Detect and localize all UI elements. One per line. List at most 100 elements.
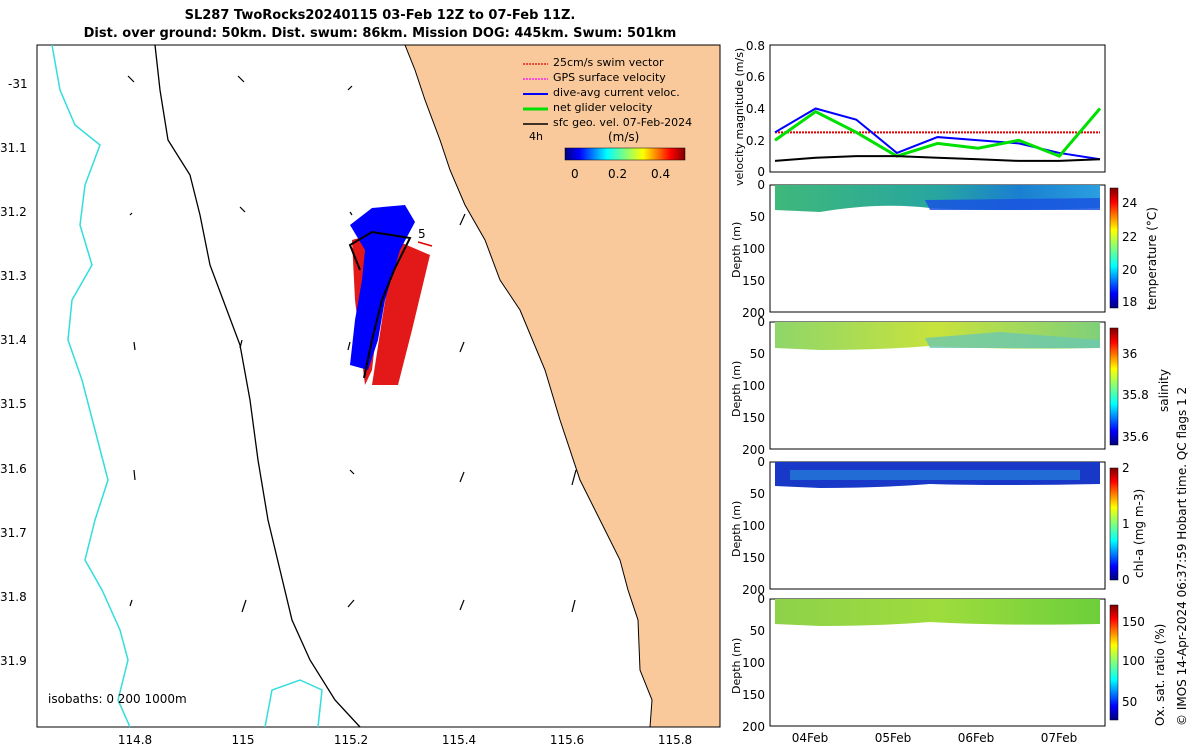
imos-credit: © IMOS 14-Apr-2024 06:37:59 Hobart time.…: [1175, 387, 1189, 726]
svg-text:0.4: 0.4: [746, 102, 765, 116]
svg-text:0: 0: [757, 592, 765, 606]
svg-text:115.2: 115.2: [334, 733, 368, 747]
legend-swim: 25cm/s swim vector: [553, 56, 664, 69]
svg-text:200: 200: [742, 306, 765, 320]
svg-text:100: 100: [742, 379, 765, 393]
salinity-panel: 0 50 100 150 200 35.6 35.8 36 Depth (m) salini…: [730, 315, 1171, 457]
svg-text:0: 0: [757, 178, 765, 192]
svg-text:31.9: 31.9: [0, 654, 27, 668]
map-legend: 25cm/s swim vector GPS surface velocity …: [523, 56, 692, 181]
svg-text:0: 0: [757, 165, 765, 179]
svg-text:31.4: 31.4: [0, 333, 27, 347]
svg-text:50: 50: [750, 347, 765, 361]
cbar-tick-2: 0.4: [651, 167, 670, 181]
legend-current: dive-avg current veloc.: [553, 86, 680, 99]
legend-net: net glider velocity: [553, 101, 653, 114]
land-mass: [404, 44, 721, 728]
svg-text:31.1: 31.1: [0, 141, 27, 155]
colorbar-unit: (m/s): [608, 130, 639, 144]
svg-text:2: 2: [1122, 461, 1130, 475]
svg-text:04Feb: 04Feb: [792, 731, 829, 745]
svg-text:temperature (°C): temperature (°C): [1145, 207, 1159, 310]
temperature-panel: 0 50 100 150 200 18 20 22 24 Depth (m) temperat…: [730, 178, 1159, 320]
svg-text:115.4: 115.4: [442, 733, 476, 747]
svg-text:0.8: 0.8: [746, 39, 765, 53]
svg-text:50: 50: [1122, 695, 1137, 709]
svg-text:31.7: 31.7: [0, 526, 27, 540]
svg-text:0.2: 0.2: [746, 134, 765, 148]
svg-text:Depth (m): Depth (m): [730, 501, 743, 557]
svg-text:150: 150: [742, 551, 765, 565]
isobath-1000m-b: [264, 679, 323, 728]
cbar-tick-0: 0: [571, 167, 579, 181]
svg-text:50: 50: [750, 487, 765, 501]
svg-text:05Feb: 05Feb: [875, 731, 912, 745]
svg-text:50: 50: [750, 210, 765, 224]
legend-geo: sfc geo. vel. 07-Feb-2024: [553, 116, 692, 129]
svg-text:115.8: 115.8: [658, 733, 692, 747]
svg-text:07Feb: 07Feb: [1041, 731, 1078, 745]
isobaths-label: isobaths: 0 200 1000m: [48, 692, 187, 706]
svg-text:31.6: 31.6: [0, 462, 27, 476]
svg-text:-31: -31: [8, 77, 28, 91]
isobath-200m: [154, 44, 361, 728]
isobath-1000m: [51, 44, 131, 728]
svg-text:Depth (m): Depth (m): [730, 638, 743, 694]
svg-text:Depth (m): Depth (m): [730, 222, 743, 278]
cbar-tick-1: 0.2: [608, 167, 627, 181]
velocity-series: [774, 107, 1102, 162]
svg-text:150: 150: [742, 274, 765, 288]
svg-text:Ox. sat. ratio (%): Ox. sat. ratio (%): [1153, 624, 1167, 726]
map-panel: 5 25cm/s swim vector GPS surface velocit…: [0, 44, 721, 747]
svg-text:0.6: 0.6: [746, 70, 765, 84]
lon-ticks: 114.8 115 115.2 115.4 115.6 115.8: [118, 733, 692, 747]
speed-colorbar: [564, 147, 686, 161]
current-vectors: [350, 205, 415, 370]
time-xticks: 04Feb 05Feb 06Feb 07Feb: [792, 731, 1078, 745]
svg-text:31.2: 31.2: [0, 205, 27, 219]
svg-text:150: 150: [1122, 615, 1145, 629]
chlorophyll-panel: 0 50 100 150 200 0 1 2 Depth (m) chl-a (mg m-3…: [730, 455, 1146, 597]
svg-text:31.8: 31.8: [0, 590, 27, 604]
svg-text:114.8: 114.8: [118, 733, 152, 747]
svg-text:115: 115: [232, 733, 255, 747]
svg-text:200: 200: [742, 720, 765, 734]
svg-text:18: 18: [1122, 295, 1137, 309]
lat-ticks: -31 31.1 31.2 31.3 31.4 31.5 31.6 31.7 3…: [0, 77, 28, 668]
glider-track: 5: [348, 205, 433, 385]
svg-text:0: 0: [1122, 573, 1130, 587]
svg-text:31.5: 31.5: [0, 397, 27, 411]
svg-text:50: 50: [750, 624, 765, 638]
svg-text:20: 20: [1122, 263, 1137, 277]
velocity-panel: 0 0.2 0.4 0.6 0.8 velocity magnitude (m/…: [733, 39, 1106, 186]
svg-text:100: 100: [742, 519, 765, 533]
oxygen-panel: 0 50 100 150 200 50 100 150 Depth (m) Ox. sat.…: [730, 592, 1167, 745]
track-line: [348, 230, 412, 379]
svg-text:150: 150: [742, 688, 765, 702]
svg-text:06Feb: 06Feb: [958, 731, 995, 745]
svg-text:35.8: 35.8: [1122, 388, 1149, 402]
day-marker: 5: [418, 227, 426, 241]
velocity-series-2: [774, 107, 1102, 158]
svg-text:chl-a (mg m-3): chl-a (mg m-3): [1132, 489, 1146, 578]
plot-title-line2: Dist. over ground: 50km. Dist. swum: 86k…: [83, 26, 677, 41]
velocity-yticks: 0 0.2 0.4 0.6 0.8: [746, 39, 765, 179]
svg-text:31.3: 31.3: [0, 269, 27, 283]
velocity-ylabel: velocity magnitude (m/s): [733, 48, 746, 186]
legend-gps: GPS surface velocity: [553, 71, 666, 84]
hours-label: 4h: [529, 130, 543, 143]
svg-text:100: 100: [1122, 654, 1145, 668]
svg-text:0: 0: [757, 315, 765, 329]
svg-text:salinity: salinity: [1157, 369, 1171, 412]
svg-text:200: 200: [742, 443, 765, 457]
plot-title-line1: SL287 TwoRocks20240115 03-Feb 12Z to 07-…: [184, 8, 576, 23]
svg-text:36: 36: [1122, 347, 1137, 361]
svg-text:35.6: 35.6: [1122, 430, 1149, 444]
svg-text:1: 1: [1122, 517, 1130, 531]
svg-text:100: 100: [742, 656, 765, 670]
svg-text:Depth (m): Depth (m): [730, 361, 743, 417]
svg-text:115.6: 115.6: [550, 733, 584, 747]
svg-text:24: 24: [1122, 196, 1137, 210]
svg-text:150: 150: [742, 411, 765, 425]
